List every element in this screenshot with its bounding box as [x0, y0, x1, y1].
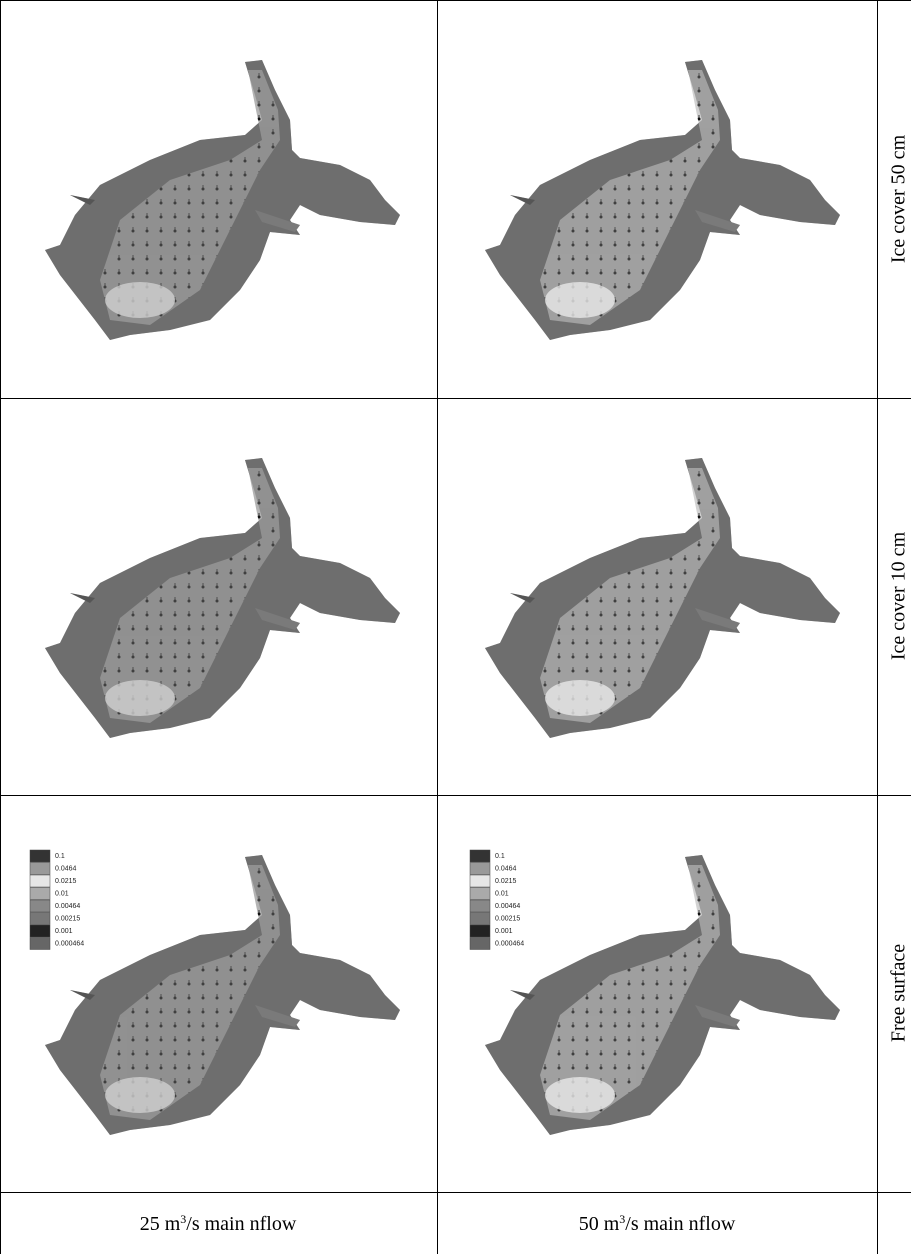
legend-swatch	[470, 900, 490, 912]
map	[45, 60, 400, 340]
legend-label: 0.01	[55, 890, 69, 897]
legend-swatch	[470, 913, 490, 925]
legend-swatch	[30, 938, 50, 950]
label-part: 25 m	[140, 1213, 181, 1235]
legend: 0.1 0.0464 0.0215 0.01 0.00464 0.00215 0.001 0.…	[470, 850, 524, 950]
outlet-zone	[545, 680, 615, 716]
legend-swatch	[30, 925, 50, 937]
label-part: 50 m	[579, 1213, 620, 1235]
legend-swatch	[470, 888, 490, 900]
legend-label: 0.00215	[495, 915, 520, 922]
legend-label: 0.01	[495, 890, 509, 897]
legend-swatch	[470, 863, 490, 875]
legend-label: 0.0464	[55, 865, 77, 872]
flow-vectors	[485, 458, 840, 738]
outlet-zone	[105, 680, 175, 716]
map	[45, 458, 400, 738]
map	[45, 855, 400, 1135]
legend-label: 0.00464	[55, 903, 80, 910]
legend: 0.1 0.0464 0.0215 0.01 0.00464 0.00215 0.001 0.…	[30, 850, 84, 950]
flow-vectors	[45, 60, 400, 340]
row-label: Free surface	[888, 944, 910, 1042]
flow-vectors	[485, 60, 840, 340]
legend-swatch	[30, 900, 50, 912]
figure: Ice cover 50 cm Ice cover 10 cm Free sur…	[0, 0, 911, 1254]
legend-label: 0.00215	[55, 915, 80, 922]
legend-swatch	[30, 850, 50, 862]
flow-vectors	[45, 458, 400, 738]
legend-swatch	[30, 888, 50, 900]
legend-label: 0.1	[495, 853, 505, 860]
label-part: /s main nflow	[625, 1213, 736, 1235]
flow-vectors	[485, 855, 840, 1135]
label-part: /s main nflow	[186, 1213, 297, 1235]
legend-swatch	[30, 913, 50, 925]
legend-swatch	[470, 925, 490, 937]
outlet-zone	[545, 1077, 615, 1113]
row-label: Ice cover 10 cm	[888, 531, 910, 660]
legend-label: 0.000464	[495, 940, 524, 947]
column-label: 25 m3/s main nflow	[140, 1212, 297, 1235]
map	[485, 60, 840, 340]
outlet-zone	[545, 282, 615, 318]
maps	[45, 60, 840, 1135]
legend-label: 0.0215	[55, 878, 77, 885]
row-label: Ice cover 50 cm	[888, 134, 910, 263]
legend-swatch	[470, 938, 490, 950]
legend-swatch	[470, 875, 490, 887]
outlet-zone	[105, 282, 175, 318]
legend-label: 0.0464	[495, 865, 517, 872]
legend-swatch	[30, 863, 50, 875]
map	[485, 458, 840, 738]
legend-swatch	[30, 875, 50, 887]
map	[485, 855, 840, 1135]
legend-label: 0.001	[55, 928, 73, 935]
legend-label: 0.1	[55, 853, 65, 860]
legend-label: 0.000464	[55, 940, 84, 947]
legend-label: 0.001	[495, 928, 513, 935]
legend-label: 0.0215	[495, 878, 517, 885]
legend-swatch	[470, 850, 490, 862]
outlet-zone	[105, 1077, 175, 1113]
flow-vectors	[45, 855, 400, 1135]
column-label: 50 m3/s main nflow	[579, 1212, 736, 1235]
legend-label: 0.00464	[495, 903, 520, 910]
